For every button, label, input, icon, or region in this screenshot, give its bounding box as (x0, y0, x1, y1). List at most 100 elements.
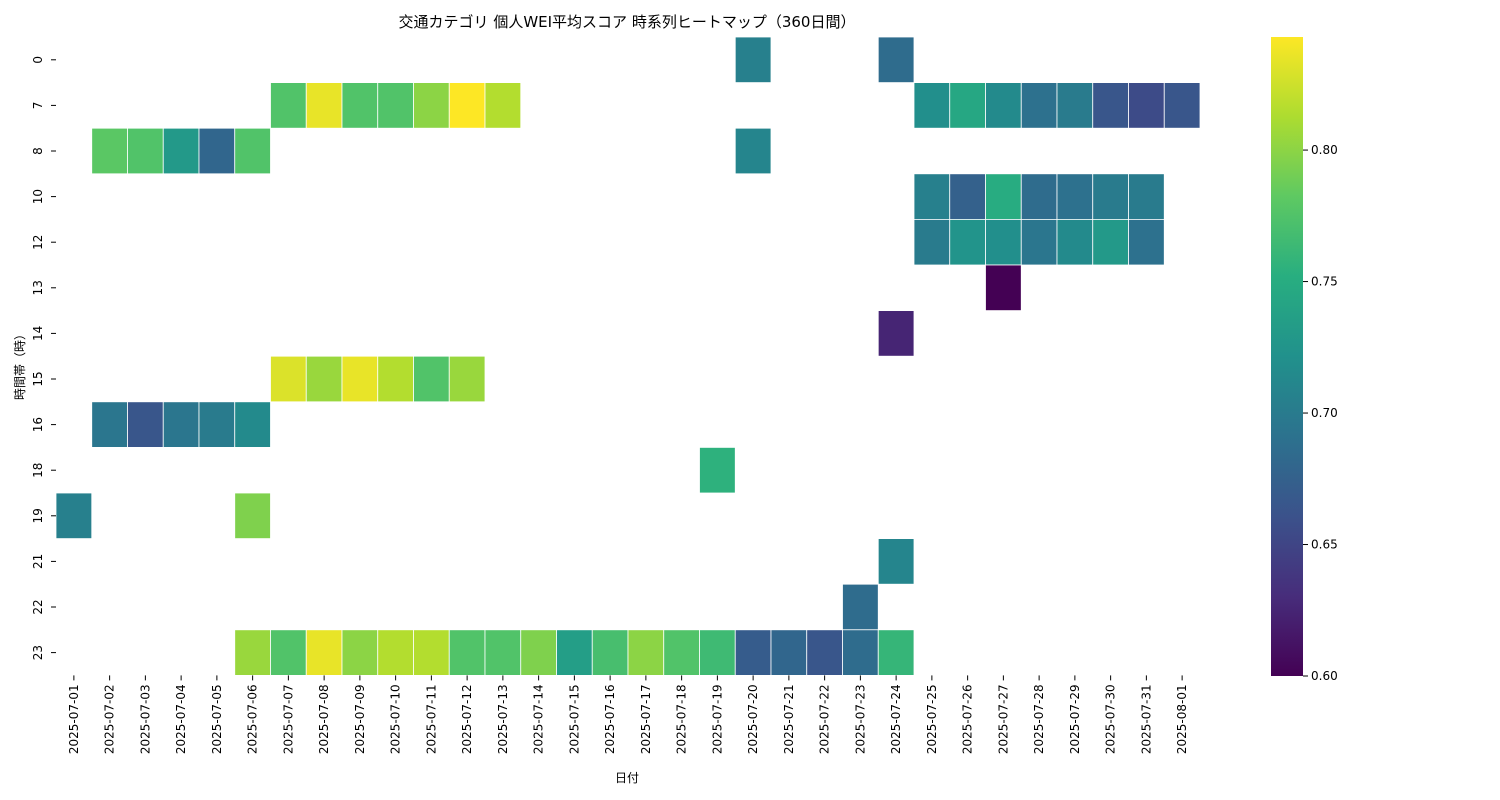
heatmap-cell (949, 218, 986, 266)
y-axis-label: 時間帯（時） (13, 328, 27, 400)
x-tick-label: 2025-07-27 (996, 684, 1010, 754)
heatmap-cell (448, 82, 486, 129)
heatmap-cell (520, 629, 557, 676)
heatmap-cell (55, 492, 93, 539)
heatmap-cell (127, 127, 164, 175)
x-tick-label: 2025-07-21 (782, 684, 796, 754)
heatmap-cell (734, 127, 772, 175)
heatmap-cell (377, 82, 414, 129)
heatmap-cell (913, 173, 951, 220)
chart-title: 交通カテゴリ 個人WEI平均スコア 時系列ヒートマップ（360日間） (399, 13, 856, 31)
y-tick-label: 14 (31, 326, 45, 341)
heatmap-cell (1092, 173, 1129, 220)
colorbar-tick-label: 0.80 (1311, 143, 1338, 157)
x-tick-label: 2025-07-19 (710, 684, 724, 754)
heatmap-cell (1056, 218, 1094, 266)
heatmap-cell (305, 629, 343, 676)
colorbar-tick-label: 0.70 (1311, 406, 1338, 420)
heatmap-cell (877, 538, 915, 585)
colorbar-tick-label: 0.60 (1311, 669, 1338, 683)
heatmap-cell (413, 355, 450, 403)
y-tick-label: 15 (31, 371, 45, 386)
heatmap-cell (877, 36, 915, 83)
x-tick-label: 2025-07-09 (353, 684, 367, 754)
heatmap-cell (627, 629, 665, 676)
heatmap-cell (484, 82, 522, 129)
heatmap-cell (377, 355, 414, 403)
heatmap-cell (985, 173, 1022, 220)
heatmap-cell (484, 629, 522, 676)
x-tick-label: 2025-07-01 (67, 684, 81, 754)
heatmap-cell (1128, 218, 1165, 266)
heatmap-cell (949, 82, 986, 129)
x-tick-label: 2025-07-29 (1068, 684, 1082, 754)
x-tick-label: 2025-07-07 (281, 684, 295, 754)
heatmap-cell (162, 127, 200, 175)
y-tick-label: 13 (31, 280, 45, 295)
y-tick-label: 21 (31, 554, 45, 569)
heatmap-cell (556, 629, 593, 676)
heatmap-cells (55, 36, 1201, 676)
heatmap-cell (270, 629, 307, 676)
x-tick-label: 2025-07-26 (961, 684, 975, 754)
heatmap-cell (1056, 173, 1094, 220)
x-tick-label: 2025-07-11 (424, 684, 438, 754)
colorbar: 0.60 0.65 0.70 0.75 0.80 (1271, 37, 1338, 683)
x-tick-label: 2025-07-04 (174, 684, 188, 754)
x-tick-label: 2025-07-20 (746, 684, 760, 754)
x-tick-label: 2025-07-08 (317, 684, 331, 754)
heatmap-cell (305, 82, 343, 129)
x-tick-label: 2025-07-18 (675, 684, 689, 754)
heatmap-cell (1128, 82, 1165, 129)
heatmap-cell (198, 401, 236, 448)
heatmap-cell (413, 82, 450, 129)
x-tick-label: 2025-07-14 (532, 684, 546, 754)
y-tick-label: 22 (31, 599, 45, 614)
y-tick-label: 0 (31, 56, 45, 64)
heatmap-cell (305, 355, 343, 403)
x-tick-label: 2025-07-06 (246, 684, 260, 754)
heatmap-cell (448, 629, 486, 676)
colorbar-tick-label: 0.65 (1311, 538, 1338, 552)
heatmap-cell (663, 629, 700, 676)
x-tick-label: 2025-07-05 (210, 684, 224, 754)
x-tick-label: 2025-07-25 (925, 684, 939, 754)
x-tick-label: 2025-07-28 (1032, 684, 1046, 754)
heatmap-cell (913, 82, 951, 129)
heatmap-cell (1056, 82, 1094, 129)
heatmap-cell (842, 583, 879, 631)
heatmap-cell (341, 355, 379, 403)
x-tick-label: 2025-07-24 (889, 684, 903, 754)
heatmap-cell (448, 355, 486, 403)
heatmap-cell (91, 401, 128, 448)
heatmap-cell (234, 629, 271, 676)
y-tick-label: 19 (31, 508, 45, 523)
heatmap-cell (234, 492, 271, 539)
heatmap-cell (770, 629, 808, 676)
colorbar-gradient (1271, 37, 1303, 676)
heatmap-cell (591, 629, 629, 676)
x-tick-label: 2025-07-23 (853, 684, 867, 754)
heatmap-cell (842, 629, 879, 676)
x-tick-label: 2025-07-22 (818, 684, 832, 754)
heatmap-cell (913, 218, 951, 266)
x-tick-label: 2025-07-15 (567, 684, 581, 754)
heatmap-cell (1020, 173, 1058, 220)
y-axis: 0 7 8 10 12 13 14 15 16 18 19 21 22 23 (31, 56, 56, 660)
heatmap-cell (985, 82, 1022, 129)
x-axis-label: 日付 (615, 771, 639, 785)
heatmap-cell (734, 36, 772, 83)
heatmap-cell (341, 629, 379, 676)
x-tick-label: 2025-07-30 (1104, 684, 1118, 754)
x-tick-label: 2025-07-12 (460, 684, 474, 754)
heatmap-cell (734, 629, 772, 676)
x-axis: 2025-07-01 2025-07-02 2025-07-03 2025-07-04… (67, 675, 1189, 754)
heatmap-cell (877, 629, 915, 676)
heatmap-cell (234, 127, 271, 175)
heatmap-cell (1020, 82, 1058, 129)
y-tick-label: 10 (31, 189, 45, 204)
y-tick-label: 16 (31, 417, 45, 432)
heatmap-cell (699, 446, 736, 494)
x-tick-label: 2025-07-31 (1139, 684, 1153, 754)
